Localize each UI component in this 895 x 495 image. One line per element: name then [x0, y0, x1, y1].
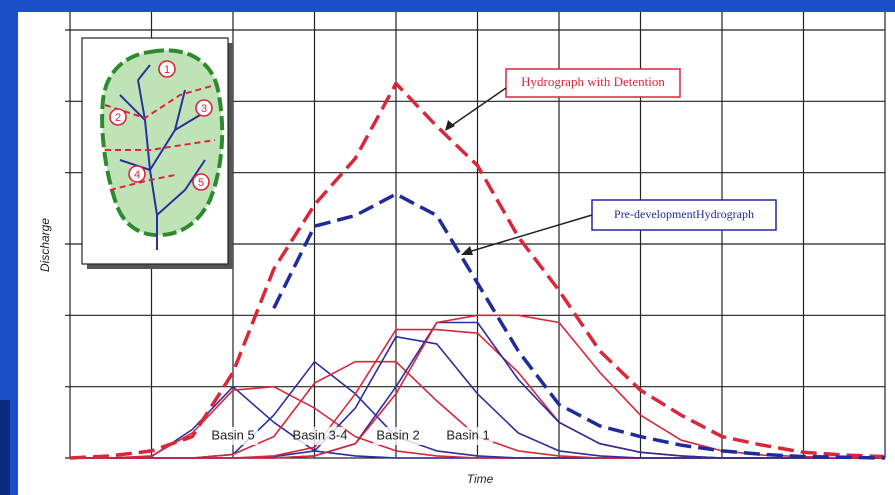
inset-map: 1 2 3 4 5 — [82, 38, 233, 269]
subbasin-label: 5 — [198, 177, 204, 189]
subbasin-label: 3 — [201, 103, 207, 115]
subbasin-label: 4 — [134, 169, 140, 181]
basin-label: Basin 1 — [446, 427, 489, 442]
basin-label: Basin 5 — [211, 427, 254, 442]
subbasin-label: 1 — [164, 64, 170, 76]
annotation: Pre-developmentHydrograph — [614, 207, 754, 221]
basin-label: Basin 2 — [376, 427, 419, 442]
basin-label: Basin 3-4 — [293, 427, 348, 442]
subbasin-label: 2 — [115, 112, 121, 124]
y-axis-label: Discharge — [38, 218, 52, 272]
slide: 1 2 3 4 5 Time Discharge Basin 5 Basin 3-4 Bas… — [0, 0, 895, 495]
x-axis-label: Time — [467, 472, 494, 486]
annotation: Hydrograph with Detention — [521, 74, 665, 89]
slide-edge — [0, 400, 10, 495]
watershed — [102, 50, 222, 235]
